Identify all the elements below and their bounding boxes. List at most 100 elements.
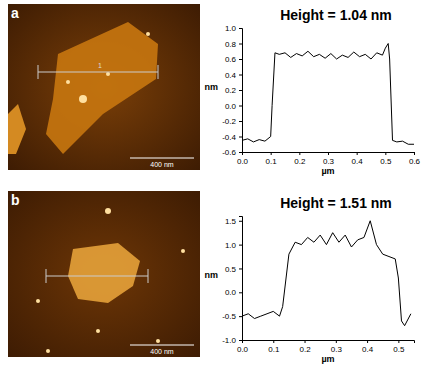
figure: a1400 nm0.00.10.20.30.40.50.6-0.6-0.4-0.…: [0, 0, 423, 373]
y-tick: 0.8: [225, 40, 242, 49]
x-axis-line: [243, 341, 415, 344]
y-tick-mark: [239, 316, 242, 317]
afm-image: b 400 nm: [8, 191, 200, 357]
x-axis: 0.0 0.1 0.2 0.3 0.4 0.5 0.6: [237, 152, 421, 166]
plot-area: [242, 44, 414, 145]
particle: [66, 80, 70, 84]
x-tick: 0.0: [237, 340, 249, 354]
y-axis-title: nm: [205, 270, 219, 280]
x-tick-label: 0.3: [323, 157, 335, 166]
y-tick: 1.5: [225, 217, 242, 226]
x-tick-mark: [385, 152, 386, 155]
y-tick-label: 0.6: [225, 55, 237, 64]
y-tick-label: 1.0: [225, 24, 237, 33]
y-tick-label: -0.6: [222, 148, 236, 157]
flake: [46, 22, 158, 154]
measure-end: [148, 269, 149, 283]
y-tick: 1.0: [225, 24, 242, 33]
particle: [156, 339, 160, 343]
height-profile: [242, 44, 414, 145]
x-tick-label: 0.1: [268, 345, 280, 354]
x-tick: 0.1: [268, 340, 280, 354]
measure-end: [46, 269, 47, 283]
x-tick-mark: [414, 152, 415, 155]
x-tick-label: 0.0: [237, 157, 249, 166]
x-tick: 0.1: [266, 152, 278, 166]
flake: [8, 104, 26, 154]
y-tick-mark: [239, 152, 242, 153]
x-tick-label: 0.5: [393, 345, 405, 354]
y-tick-mark: [239, 245, 242, 246]
y-tick: 0.6: [225, 55, 242, 64]
x-tick: 0.3: [323, 152, 335, 166]
scale-label: 400 nm: [150, 348, 174, 355]
y-tick-label: 1.5: [225, 217, 237, 226]
x-tick: 0.4: [362, 340, 374, 354]
y-tick-mark: [239, 28, 242, 29]
y-tick-label: -0.4: [222, 133, 236, 142]
scale-label: 400 nm: [150, 161, 174, 168]
y-tick: 0.2: [225, 86, 242, 95]
y-axis: -0.6 -0.4 -0.2 0.0 0.2 0.4 0.6 0.8 1.0: [222, 24, 242, 157]
chart-title: Height = 1.04 nm: [280, 7, 392, 23]
panel-label: a: [11, 5, 19, 21]
y-tick-label: 0.2: [225, 86, 237, 95]
x-tick: 0.3: [331, 340, 343, 354]
y-tick: -0.4: [222, 133, 242, 142]
y-tick: 0.5: [225, 265, 242, 274]
image-background: [8, 4, 200, 170]
y-tick: 0.0: [225, 102, 242, 111]
x-axis-title: µm: [321, 354, 334, 364]
profile-chart: 0.00.10.20.30.40.50.6-0.6-0.4-0.20.00.20…: [205, 7, 421, 176]
profile-chart: 0.0 0.1 0.2 0.3 0.4 0.5 -1.0 -0.5 0.0 0.5 1.0 1.5 µm…: [205, 195, 415, 364]
particle: [96, 329, 100, 333]
y-tick-mark: [239, 75, 242, 76]
y-axis-line: [239, 217, 243, 341]
particle: [146, 32, 150, 36]
x-tick-mark: [398, 340, 399, 343]
y-tick: -0.2: [222, 117, 242, 126]
measure-end: [158, 65, 159, 79]
y-tick-label: 0.0: [225, 288, 237, 297]
x-tick-label: 0.3: [331, 345, 343, 354]
y-tick-mark: [239, 121, 242, 122]
y-tick-mark: [239, 90, 242, 91]
x-tick-label: 0.6: [409, 157, 421, 166]
particle: [106, 72, 110, 76]
x-tick: 0.2: [299, 340, 311, 354]
image-background: [8, 191, 200, 357]
x-tick: 0.4: [352, 152, 364, 166]
y-tick-mark: [239, 106, 242, 107]
plot-area: [242, 221, 411, 326]
panel-label: b: [11, 192, 20, 208]
x-tick-label: 0.5: [380, 157, 392, 166]
x-axis: 0.0 0.1 0.2 0.3 0.4 0.5: [237, 340, 415, 354]
x-tick-mark: [273, 340, 274, 343]
x-axis-title: µm: [321, 166, 334, 176]
x-tick-mark: [271, 152, 272, 155]
y-tick-label: 1.0: [225, 241, 237, 250]
y-tick-label: -1.0: [222, 336, 236, 345]
scale-bar: [130, 158, 194, 159]
particle: [181, 249, 185, 253]
y-tick: 0.4: [225, 71, 242, 80]
measure-end: [38, 65, 39, 79]
particle: [105, 208, 111, 214]
x-tick-mark: [305, 340, 306, 343]
x-tick-mark: [357, 152, 358, 155]
y-tick: -0.5: [222, 312, 242, 321]
y-tick-mark: [239, 137, 242, 138]
x-tick: 0.2: [294, 152, 306, 166]
x-tick: 0.6: [409, 152, 421, 166]
y-tick-label: 0.5: [225, 265, 237, 274]
measure-line: [46, 276, 148, 277]
x-tick-label: 0.0: [237, 345, 249, 354]
y-tick-label: 0.0: [225, 102, 237, 111]
y-tick-mark: [239, 221, 242, 222]
y-tick-label: 0.4: [225, 71, 237, 80]
y-tick: -1.0: [222, 336, 242, 345]
y-tick-label: -0.2: [222, 117, 236, 126]
y-tick: 1.0: [225, 241, 242, 250]
x-tick-mark: [336, 340, 337, 343]
y-axis-title: nm: [205, 82, 219, 92]
